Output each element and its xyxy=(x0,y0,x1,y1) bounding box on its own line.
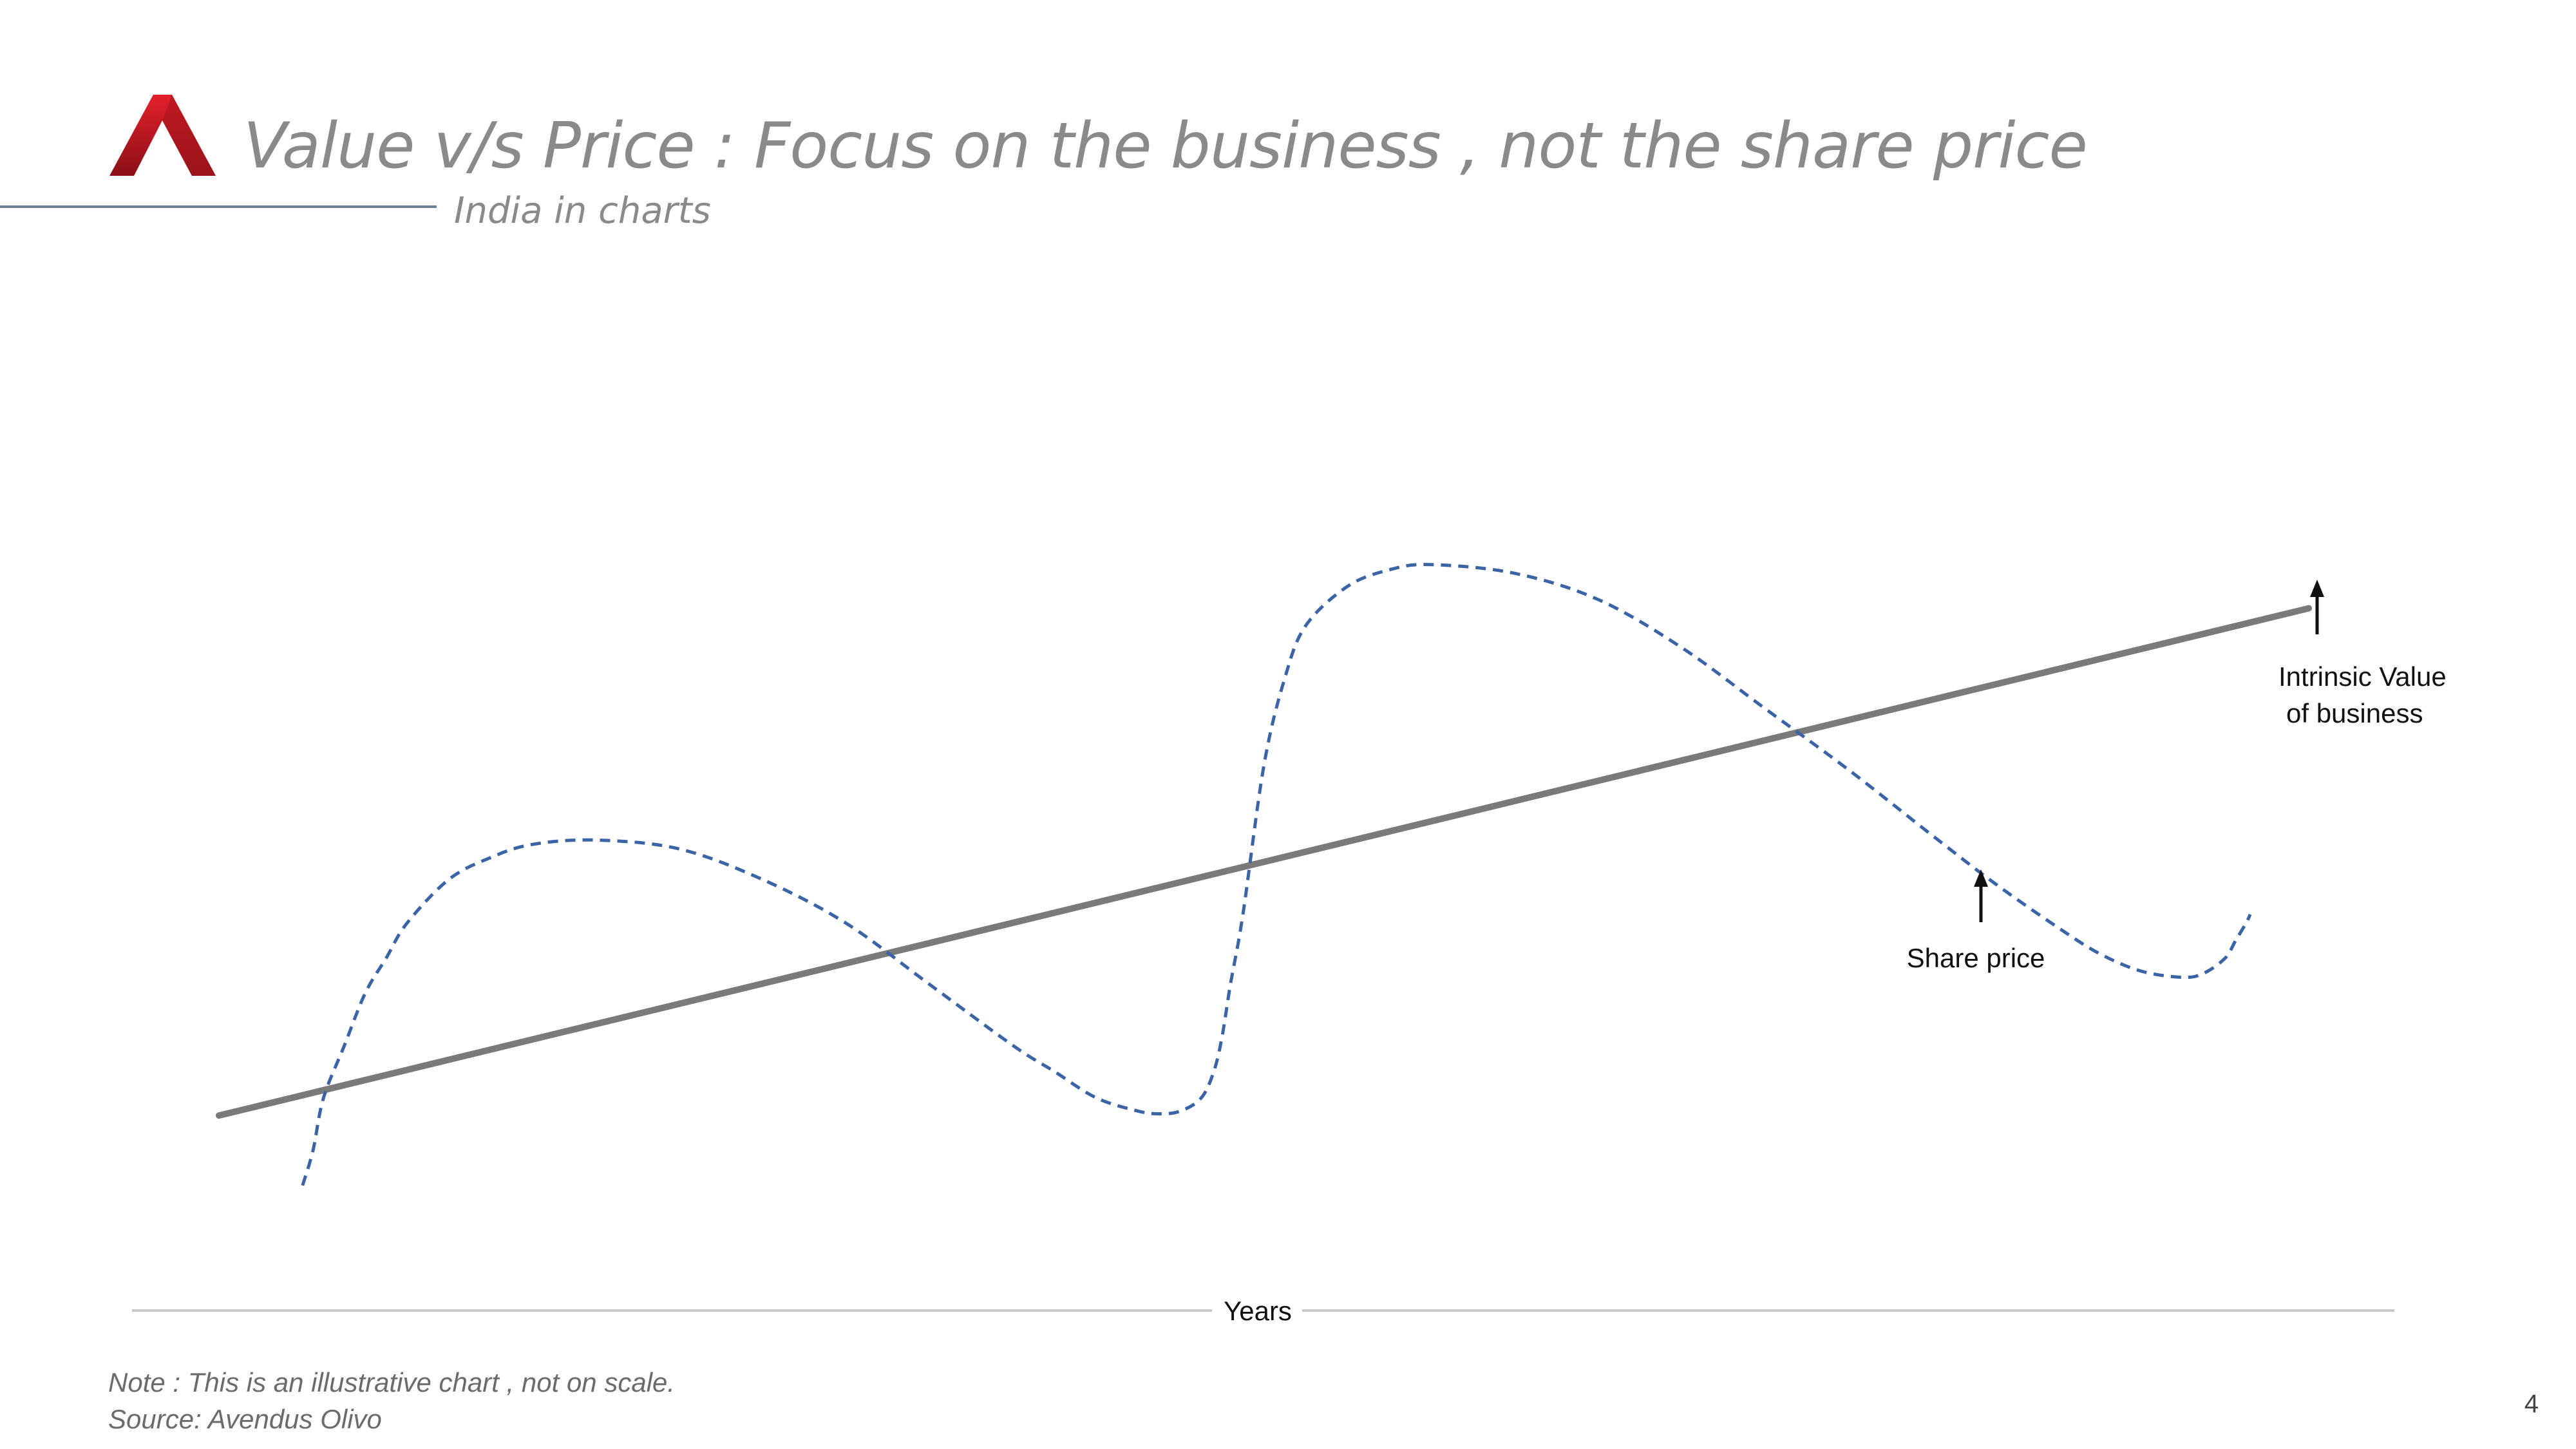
footer-source: Source: Avendus Olivo xyxy=(108,1404,382,1434)
series-intrinsic-value-line xyxy=(216,605,2312,1119)
footer-notes: Note : This is an illustrative chart , n… xyxy=(108,1364,675,1437)
annotation-intrinsic-value-line1: Intrinsic Value xyxy=(2278,661,2447,692)
annotation-intrinsic-value-line2: of business xyxy=(2286,698,2423,728)
page-number: 4 xyxy=(2524,1390,2539,1418)
arrow-head-share-price-icon xyxy=(1974,869,1988,887)
x-axis-label: Years xyxy=(1224,1296,1292,1326)
annotation-share-price: Share price xyxy=(1907,869,2045,973)
annotation-share-price-label: Share price xyxy=(1907,943,2045,973)
title-divider xyxy=(0,205,437,208)
annotation-intrinsic-value: Intrinsic Value of business xyxy=(2278,580,2447,728)
red-a-logo-icon xyxy=(109,95,216,176)
footer-note: Note : This is an illustrative chart , n… xyxy=(108,1367,676,1397)
page-subtitle: India in charts xyxy=(454,190,711,232)
x-axis-label-bg xyxy=(1212,1293,1302,1329)
arrow-head-intrinsic-value-icon xyxy=(2310,580,2324,597)
series-share-price-line xyxy=(301,563,2252,1186)
page-title: Value v/s Price : Focus on the business … xyxy=(243,109,2088,183)
